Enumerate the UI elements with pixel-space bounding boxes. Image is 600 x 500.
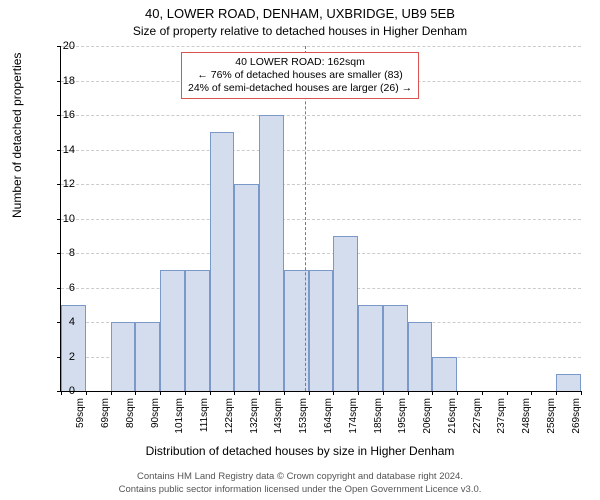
x-tick-label: 111sqm — [199, 398, 210, 432]
x-tick-label: 195sqm — [397, 398, 408, 434]
x-tick-label: 80sqm — [125, 398, 136, 428]
footer-line-1: Contains HM Land Registry data © Crown c… — [0, 471, 600, 483]
x-tick-label: 90sqm — [150, 398, 161, 428]
x-tick-label: 227sqm — [472, 398, 483, 434]
x-tick-mark — [556, 391, 557, 395]
gridline — [61, 253, 581, 254]
histogram-bar — [185, 270, 210, 391]
y-tick-label: 10 — [45, 213, 75, 225]
y-tick-label: 4 — [45, 316, 75, 328]
x-tick-mark — [111, 391, 112, 395]
y-tick-label: 20 — [45, 40, 75, 52]
x-tick-mark — [358, 391, 359, 395]
y-tick-label: 18 — [45, 75, 75, 87]
x-tick-label: 258sqm — [546, 398, 557, 434]
x-tick-mark — [432, 391, 433, 395]
y-tick-label: 0 — [45, 385, 75, 397]
y-tick-label: 14 — [45, 144, 75, 156]
x-tick-label: 153sqm — [298, 398, 309, 434]
histogram-bar — [432, 357, 457, 392]
footer-attribution: Contains HM Land Registry data © Crown c… — [0, 471, 600, 496]
x-tick-label: 132sqm — [249, 398, 260, 434]
y-tick-label: 8 — [45, 247, 75, 259]
x-tick-mark — [259, 391, 260, 395]
x-tick-mark — [457, 391, 458, 395]
y-tick-label: 16 — [45, 109, 75, 121]
x-tick-label: 248sqm — [521, 398, 532, 434]
histogram-bar — [408, 322, 433, 391]
x-tick-label: 59sqm — [75, 398, 86, 428]
gridline — [61, 219, 581, 220]
x-tick-label: 206sqm — [422, 398, 433, 434]
histogram-bar — [333, 236, 358, 391]
gridline — [61, 184, 581, 185]
title-main: 40, LOWER ROAD, DENHAM, UXBRIDGE, UB9 5E… — [0, 6, 600, 21]
y-tick-label: 6 — [45, 282, 75, 294]
histogram-bar — [111, 322, 136, 391]
callout-line-3: 24% of semi-detached houses are larger (… — [188, 82, 412, 95]
x-tick-mark — [135, 391, 136, 395]
x-axis-label: Distribution of detached houses by size … — [0, 444, 600, 458]
histogram-bar — [383, 305, 408, 391]
gridline — [61, 150, 581, 151]
histogram-bar — [358, 305, 383, 391]
y-tick-label: 12 — [45, 178, 75, 190]
x-tick-mark — [309, 391, 310, 395]
x-tick-mark — [234, 391, 235, 395]
x-tick-mark — [408, 391, 409, 395]
x-tick-label: 269sqm — [571, 398, 582, 434]
x-tick-mark — [210, 391, 211, 395]
x-tick-mark — [482, 391, 483, 395]
x-tick-mark — [383, 391, 384, 395]
x-tick-mark — [160, 391, 161, 395]
histogram-bar — [309, 270, 334, 391]
title-sub: Size of property relative to detached ho… — [0, 24, 600, 38]
histogram-bar — [259, 115, 284, 391]
x-tick-label: 69sqm — [100, 398, 111, 428]
chart-container: 40, LOWER ROAD, DENHAM, UXBRIDGE, UB9 5E… — [0, 0, 600, 500]
x-tick-label: 101sqm — [174, 398, 185, 434]
x-tick-mark — [507, 391, 508, 395]
plot-area: 40 LOWER ROAD: 162sqm← 76% of detached h… — [60, 46, 581, 392]
footer-line-2: Contains public sector information licen… — [0, 484, 600, 496]
x-tick-mark — [531, 391, 532, 395]
x-tick-label: 174sqm — [348, 398, 359, 434]
histogram-bar — [234, 184, 259, 391]
x-tick-label: 143sqm — [273, 398, 284, 434]
y-axis-label: Number of detached properties — [10, 53, 24, 218]
x-tick-mark — [185, 391, 186, 395]
x-tick-mark — [284, 391, 285, 395]
callout-box: 40 LOWER ROAD: 162sqm← 76% of detached h… — [181, 52, 419, 99]
x-tick-label: 237sqm — [496, 398, 507, 434]
callout-line-2: ← 76% of detached houses are smaller (83… — [188, 69, 412, 82]
x-tick-mark — [581, 391, 582, 395]
histogram-bar — [556, 374, 581, 391]
x-tick-label: 164sqm — [323, 398, 334, 434]
histogram-bar — [160, 270, 185, 391]
x-tick-label: 185sqm — [373, 398, 384, 434]
callout-line-1: 40 LOWER ROAD: 162sqm — [188, 56, 412, 69]
x-tick-mark — [333, 391, 334, 395]
x-tick-mark — [86, 391, 87, 395]
x-tick-label: 122sqm — [224, 398, 235, 434]
gridline — [61, 46, 581, 47]
gridline — [61, 115, 581, 116]
y-tick-label: 2 — [45, 351, 75, 363]
x-tick-label: 216sqm — [447, 398, 458, 434]
histogram-bar — [135, 322, 160, 391]
histogram-bar — [210, 132, 235, 391]
